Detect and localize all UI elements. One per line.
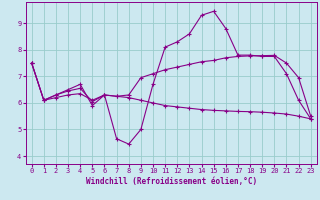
X-axis label: Windchill (Refroidissement éolien,°C): Windchill (Refroidissement éolien,°C)	[86, 177, 257, 186]
